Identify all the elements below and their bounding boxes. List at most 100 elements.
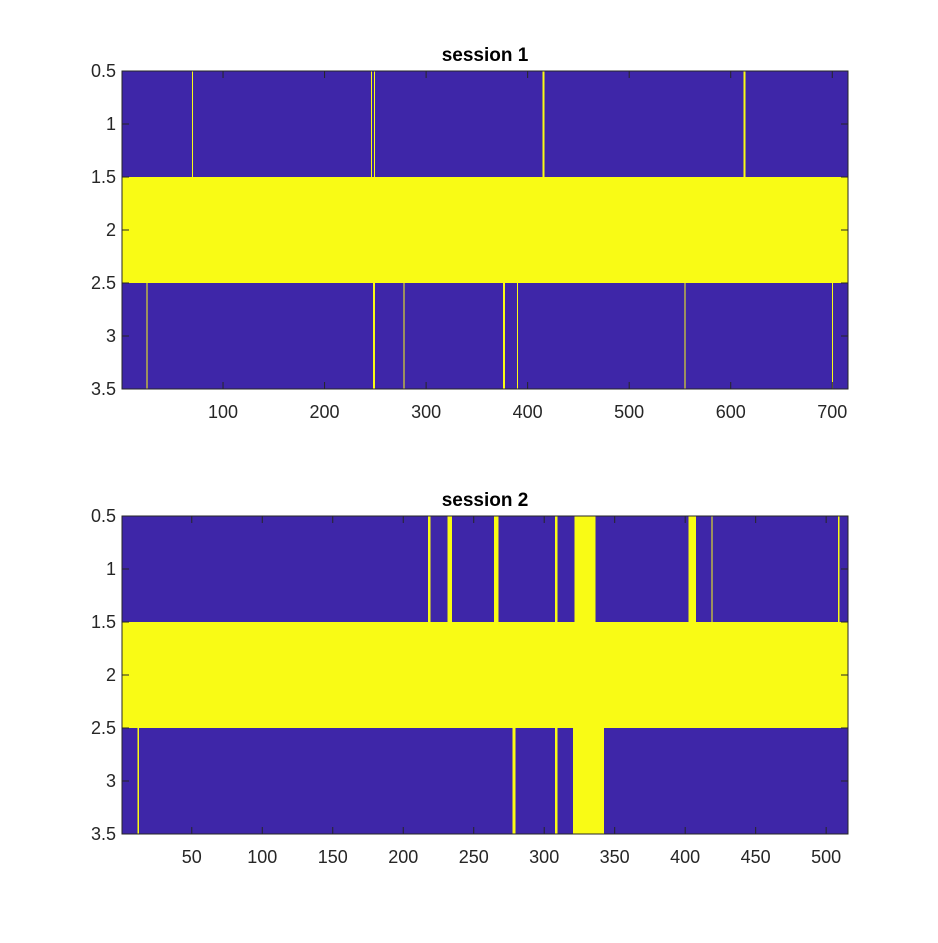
session-1-xtick-label: 600 xyxy=(716,402,746,422)
session-1-row-3-cell-278 xyxy=(403,283,405,389)
session-1-row-1-cell-70 xyxy=(192,71,194,177)
session-2-row-1-band xyxy=(122,516,848,622)
session-2-row-3-cell-339 xyxy=(598,728,600,834)
session-1-row-3-cell-249 xyxy=(373,283,375,389)
session-2-row-3-cell-332 xyxy=(588,728,591,834)
session-2-row-3-cell-335 xyxy=(592,728,595,834)
session-2-ytick-label: 3.5 xyxy=(91,824,116,844)
session-2-row-1-cell-328 xyxy=(582,516,585,622)
session-2-cells xyxy=(122,516,848,834)
session-2-row-1-cell-336 xyxy=(594,516,596,622)
session-2-row-3-cell-337 xyxy=(595,728,598,834)
session-1-ytick-label: 0.5 xyxy=(91,61,116,81)
session-1-ytick-label: 3 xyxy=(106,326,116,346)
session-1-row-1-cell-246 xyxy=(370,71,372,177)
session-2-row-1-cell-332 xyxy=(588,516,591,622)
session-1-xtick-label: 200 xyxy=(310,402,340,422)
session-1-xtick-label: 100 xyxy=(208,402,238,422)
session-1-cells xyxy=(122,71,848,389)
session-2-row-1-cell-265 xyxy=(494,516,496,622)
session-2-ytick-label: 3 xyxy=(106,771,116,791)
session-2-row-3-cell-342 xyxy=(602,728,605,834)
session-2-row-3-cell-308 xyxy=(554,728,557,834)
session-2-xtick-label: 500 xyxy=(811,847,841,867)
session-2-row-3-cell-279 xyxy=(513,728,516,834)
session-2-row-1-cell-509 xyxy=(838,516,840,622)
session-2-row-3-cell-309 xyxy=(556,728,558,834)
session-1-row-3-cell-248 xyxy=(372,283,374,389)
session-1-row-3-cell-376 xyxy=(502,283,504,389)
session-2-row-3-cell-324 xyxy=(577,728,579,834)
session-2-xtick-label: 150 xyxy=(318,847,348,867)
session-2-row-3-cell-336 xyxy=(594,728,596,834)
session-2-row-1-cell-233 xyxy=(449,516,451,622)
session-1-ytick-label: 3.5 xyxy=(91,379,116,399)
session-2-row-1-cell-267 xyxy=(496,516,499,622)
session-2-panel: session 2 50 100 150 200 250 300 350 400 450 500 … xyxy=(91,490,849,867)
session-2-row-1-cell-329 xyxy=(584,516,586,622)
session-2-xtick-label: 100 xyxy=(247,847,277,867)
session-2-row-1-cell-327 xyxy=(581,516,583,622)
session-2-ytick-label: 2 xyxy=(106,665,116,685)
session-1-row-3-cell-25 xyxy=(146,283,148,389)
session-1-row-1-cell-614 xyxy=(744,71,746,177)
session-2-y-axis: 0.5 1 1.5 2 2.5 3 3.5 xyxy=(91,506,848,844)
session-2-row-3-cell-331 xyxy=(587,728,589,834)
session-1-row-3-cell-555 xyxy=(684,283,686,389)
session-2-row-1-cell-266 xyxy=(495,516,497,622)
session-2-row-3-cell-338 xyxy=(597,728,599,834)
session-2-row-1-cell-219 xyxy=(429,516,431,622)
session-2-row-3-cell-323 xyxy=(575,728,578,834)
session-1-x-axis: 100 200 300 400 500 600 700 xyxy=(208,71,847,422)
session-2-ytick-label: 0.5 xyxy=(91,506,116,526)
session-2-x-axis: 50 100 150 200 250 300 350 400 450 500 xyxy=(182,516,841,867)
session-2-row-3-cell-12 xyxy=(137,728,139,834)
session-1-title: session 1 xyxy=(442,45,529,66)
session-2-row-3-cell-333 xyxy=(590,728,592,834)
session-2-row-1-cell-308 xyxy=(554,516,557,622)
session-1-xtick-label: 300 xyxy=(411,402,441,422)
session-2-xtick-label: 50 xyxy=(182,847,202,867)
session-1-row-3-cell-390 xyxy=(516,283,518,389)
session-1-ytick-label: 1 xyxy=(106,114,116,134)
session-2-row-1-cell-218 xyxy=(427,516,430,622)
session-2-row-3-cell-327 xyxy=(581,728,583,834)
session-2-ytick-label: 1 xyxy=(106,559,116,579)
session-1-row-3-cell-700 xyxy=(831,283,833,389)
session-1-ytick-label: 2.5 xyxy=(91,273,116,293)
session-2-row-1-cell-407 xyxy=(694,516,696,622)
session-1-row-1-band xyxy=(122,71,848,177)
session-1-xtick-label: 400 xyxy=(513,402,543,422)
session-2-row-1-cell-404 xyxy=(690,516,692,622)
session-1-row-1-cell-415 xyxy=(542,71,544,177)
session-2-row-3-cell-325 xyxy=(578,728,581,834)
session-2-row-3-cell-326 xyxy=(580,728,582,834)
session-2-row-1-cell-325 xyxy=(578,516,581,622)
session-2-ytick-label: 2.5 xyxy=(91,718,116,738)
session-2-xtick-label: 450 xyxy=(741,847,771,867)
session-2-xtick-label: 200 xyxy=(388,847,418,867)
session-2-row-3-cell-334 xyxy=(591,728,593,834)
session-2-row-1-cell-323 xyxy=(575,516,578,622)
session-2-row-1-cell-234 xyxy=(450,516,452,622)
session-2-row-1-cell-403 xyxy=(688,516,691,622)
session-2-row-1-cell-405 xyxy=(691,516,693,622)
session-2-row-1-cell-333 xyxy=(590,516,592,622)
session-2-ytick-label: 1.5 xyxy=(91,612,116,632)
session-2-row-1-cell-419 xyxy=(711,516,713,622)
session-2-xtick-label: 300 xyxy=(529,847,559,867)
session-1-xtick-label: 700 xyxy=(817,402,847,422)
session-2-row-1-cell-309 xyxy=(556,516,558,622)
session-1-ytick-label: 2 xyxy=(106,220,116,240)
session-2-row-1-cell-232 xyxy=(447,516,450,622)
session-2-xtick-label: 250 xyxy=(459,847,489,867)
session-1-ytick-label: 1.5 xyxy=(91,167,116,187)
session-2-row-1-cell-331 xyxy=(587,516,589,622)
session-1-panel: session 1 100 200 300 400 500 600 700 0.5 1 1.5 2… xyxy=(91,45,849,422)
session-2-row-3-cell-322 xyxy=(574,728,576,834)
session-2-title: session 2 xyxy=(442,490,529,511)
session-2-row-1-cell-335 xyxy=(592,516,595,622)
session-2-row-1-cell-334 xyxy=(591,516,593,622)
